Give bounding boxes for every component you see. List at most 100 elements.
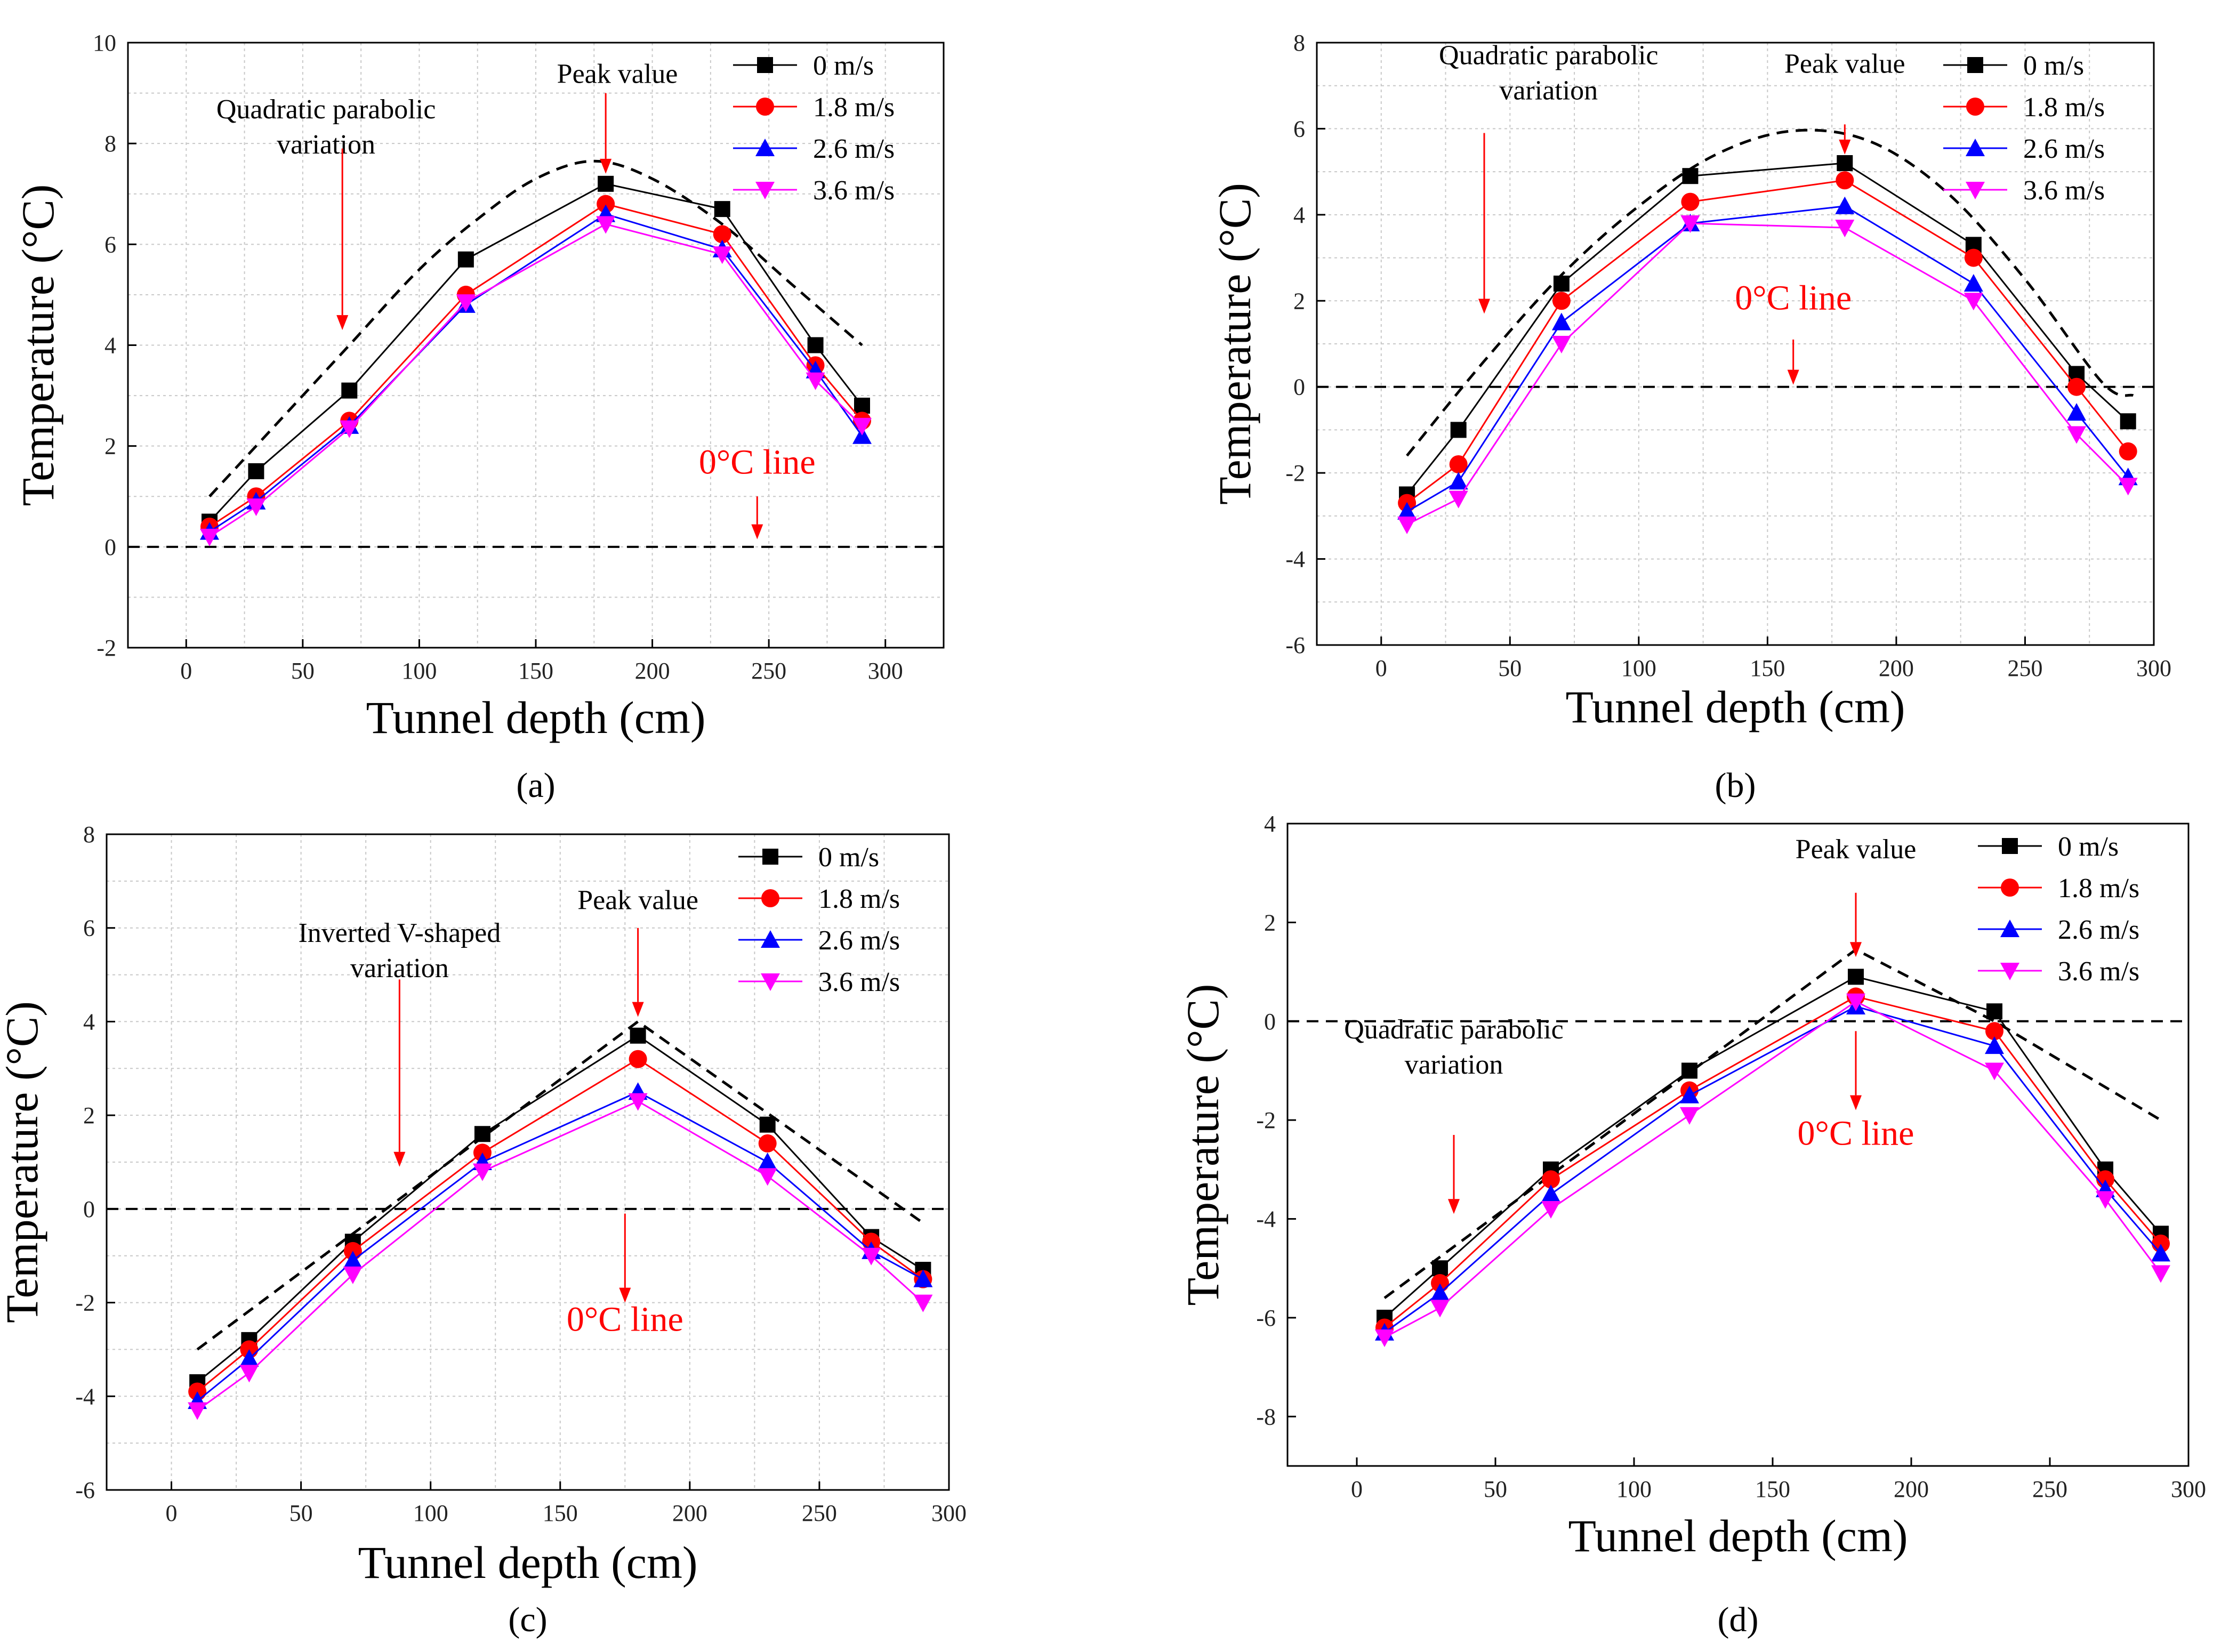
legend-marker: [2001, 879, 2019, 897]
series-line: [197, 1034, 924, 1383]
data-point: [1449, 455, 1468, 473]
data-point: [629, 1050, 647, 1068]
data-point: [1986, 1003, 2002, 1020]
x-tick-label: 0: [180, 658, 192, 684]
data-point: [852, 417, 872, 436]
data-point: [456, 294, 476, 312]
y-tick-label: 4: [1264, 811, 1276, 837]
data-point: [1682, 168, 1699, 184]
data-point: [1835, 220, 1855, 238]
data-point: [2067, 426, 2087, 444]
annotation-arrow: [1478, 133, 1490, 314]
data-point: [246, 498, 266, 517]
data-point: [472, 1163, 492, 1181]
data-point: [1448, 490, 1468, 509]
y-tick-label: 8: [1293, 30, 1305, 56]
data-point: [758, 1168, 777, 1186]
y-tick-label: -2: [1285, 460, 1305, 486]
data-point: [1397, 517, 1417, 534]
y-tick-label: -4: [1285, 546, 1305, 573]
data-point: [1397, 502, 1417, 520]
x-tick-label: 100: [1616, 1476, 1652, 1502]
chart-panel-a: 0 50 100 150 200 250 300 -2 0 2 4 6 8 10 Peak value Qua…: [12, 30, 945, 805]
y-tick-label: -2: [1256, 1107, 1276, 1133]
data-point: [1963, 274, 1983, 292]
annotation-text: variation: [350, 953, 449, 984]
data-point: [2120, 413, 2136, 430]
data-point: [628, 1093, 648, 1111]
panel-label: (b): [1715, 766, 1756, 805]
series-line: [1406, 179, 2129, 504]
legend-label: 2.6 m/s: [2058, 915, 2139, 945]
legend-marker: [2000, 920, 2019, 937]
y-tick-label: 0: [1293, 374, 1305, 400]
y-axis-title: Temperature (°C): [12, 184, 63, 506]
data-point: [758, 1153, 777, 1170]
data-point: [1680, 1107, 1699, 1125]
legend-label: 3.6 m/s: [2023, 175, 2105, 206]
data-point: [1552, 292, 1571, 310]
data-point: [1375, 1329, 1394, 1347]
chart-panel-b: 0 50 100 150 200 250 300 -6 -4 -2 0 2 4 6 8 Peak value Q…: [1209, 30, 2171, 805]
y-tick-label: 6: [1293, 116, 1305, 142]
legend-label: 1.8 m/s: [813, 92, 895, 123]
data-point: [1963, 293, 1983, 311]
data-point: [1448, 472, 1468, 490]
x-tick-label: 150: [518, 658, 553, 684]
envelope-curve-a: [208, 159, 863, 497]
data-point: [1680, 1085, 1699, 1103]
legend-marker: [1967, 57, 1983, 73]
y-tick-label: 2: [83, 1102, 95, 1129]
series-line: [1384, 995, 2162, 1328]
x-tick-label: 50: [289, 1500, 313, 1526]
x-tick-label: 0: [1351, 1476, 1363, 1502]
x-tick-label: 300: [868, 658, 903, 684]
legend-label: 0 m/s: [2023, 51, 2084, 81]
legend-marker: [761, 889, 779, 907]
series-line: [1406, 162, 2129, 495]
x-tick-label: 300: [931, 1500, 967, 1526]
annotation-text: Peak value: [1796, 834, 1917, 865]
series-line: [1384, 1000, 2162, 1339]
x-tick-label: 300: [2136, 655, 2171, 681]
legend-label: 0 m/s: [818, 842, 879, 873]
x-tick-label: 100: [401, 658, 437, 684]
series-c-3: [188, 1093, 933, 1420]
y-tick-label: 4: [83, 1009, 95, 1035]
legend-marker: [1966, 98, 1984, 116]
data-point: [1430, 1300, 1450, 1318]
legend-d: 0 m/s 1.8 m/s 2.6 m/s 3.6 m/s: [1978, 832, 2139, 987]
annotation-text: variation: [1499, 75, 1598, 106]
legend-label: 0 m/s: [2058, 832, 2119, 862]
legend-label: 1.8 m/s: [2023, 92, 2105, 123]
y-tick-label: -2: [75, 1290, 95, 1316]
data-point: [474, 1126, 490, 1142]
data-point: [1432, 1260, 1448, 1277]
series-line: [1406, 222, 2129, 526]
legend-marker: [755, 182, 775, 199]
series-line: [197, 1100, 924, 1411]
series-line: [197, 1058, 924, 1392]
x-tick-label: 300: [2171, 1476, 2206, 1502]
annotation-arrow: [1850, 892, 1862, 957]
legend-c: 0 m/s 1.8 m/s 2.6 m/s 3.6 m/s: [738, 842, 900, 997]
data-point: [1430, 1283, 1450, 1301]
series-b-3: [1397, 215, 2138, 534]
legend-marker: [1966, 139, 1985, 156]
y-tick-label: -4: [75, 1383, 95, 1409]
x-tick-label: 50: [291, 658, 315, 684]
data-point: [1985, 1036, 2004, 1054]
annotation-a-1: Quadratic parabolic variation: [216, 94, 436, 331]
data-point: [188, 1402, 207, 1420]
data-point: [248, 463, 264, 479]
series-line: [209, 213, 863, 533]
series-d-3: [1375, 993, 2170, 1347]
x-tick-label: 150: [1755, 1476, 1790, 1502]
annotation-text: Peak value: [577, 885, 698, 916]
plot-frame-c: [106, 833, 950, 1491]
x-tick-label: 250: [802, 1500, 837, 1526]
data-point: [239, 1349, 259, 1367]
data-point: [1680, 215, 1700, 233]
annotation-text: Quadratic parabolic: [1344, 1014, 1563, 1045]
y-tick-label: 2: [104, 433, 116, 460]
